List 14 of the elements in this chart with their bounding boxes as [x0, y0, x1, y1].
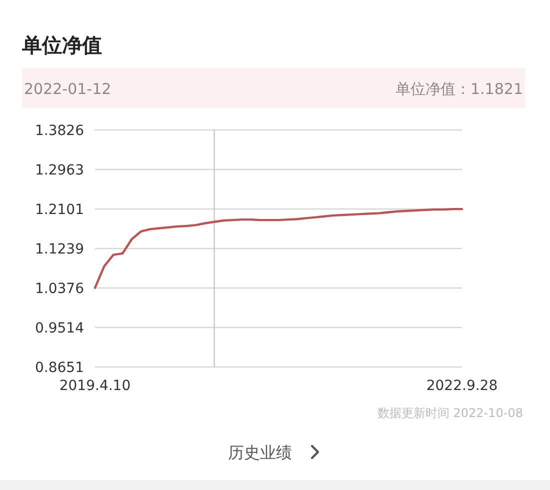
y-tick-label: 1.3826 — [35, 123, 84, 139]
y-tick-label: 1.2963 — [35, 162, 84, 179]
y-tick-label: 0.8651 — [35, 360, 84, 376]
y-tick-label: 1.0376 — [35, 281, 84, 297]
y-tick-label: 1.2101 — [35, 202, 84, 218]
text: 历史业绩 — [228, 443, 292, 462]
text: 单位净值：1.1821 — [396, 80, 523, 98]
text: 数据更新时间 2022-10-08 — [377, 406, 523, 420]
x-tick-label: 2022.9.28 — [426, 378, 498, 394]
y-tick-label: 0.9514 — [35, 320, 84, 336]
text: 2022-01-12 — [24, 80, 112, 98]
x-tick-label: 2019.4.10 — [59, 378, 131, 394]
y-tick-label: 1.1239 — [35, 241, 84, 258]
chart-title: 单位净值 — [21, 33, 102, 57]
